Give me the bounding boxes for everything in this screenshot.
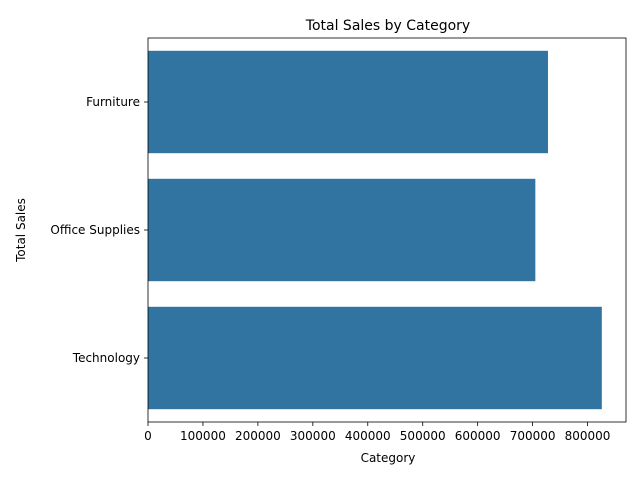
x-tick-label: 700000 [510, 429, 556, 443]
x-tick-label: 400000 [345, 429, 391, 443]
x-tick-label: 500000 [400, 429, 446, 443]
bar-office-supplies [148, 178, 536, 282]
y-tick-label: Furniture [86, 95, 140, 109]
y-axis-label: Total Sales [14, 198, 28, 263]
x-tick-label: 0 [144, 429, 152, 443]
bars-group [148, 50, 602, 410]
bar-furniture [148, 50, 548, 154]
x-tick-label: 300000 [290, 429, 336, 443]
y-axis-ticks: Furniture Office Supplies Technology [50, 95, 148, 365]
y-tick-label: Technology [72, 351, 140, 365]
y-tick-label: Office Supplies [50, 223, 140, 237]
x-tick-label: 600000 [455, 429, 501, 443]
plot-frame [147, 37, 627, 423]
x-tick-label: 800000 [565, 429, 611, 443]
x-tick-label: 200000 [235, 429, 281, 443]
x-axis-ticks: 0 100000 200000 300000 400000 500000 600000 700… [144, 422, 610, 443]
x-axis-label: Category [361, 451, 416, 465]
x-tick-label: 100000 [180, 429, 226, 443]
bar-technology [148, 306, 602, 410]
chart-title: Total Sales by Category [305, 18, 470, 34]
